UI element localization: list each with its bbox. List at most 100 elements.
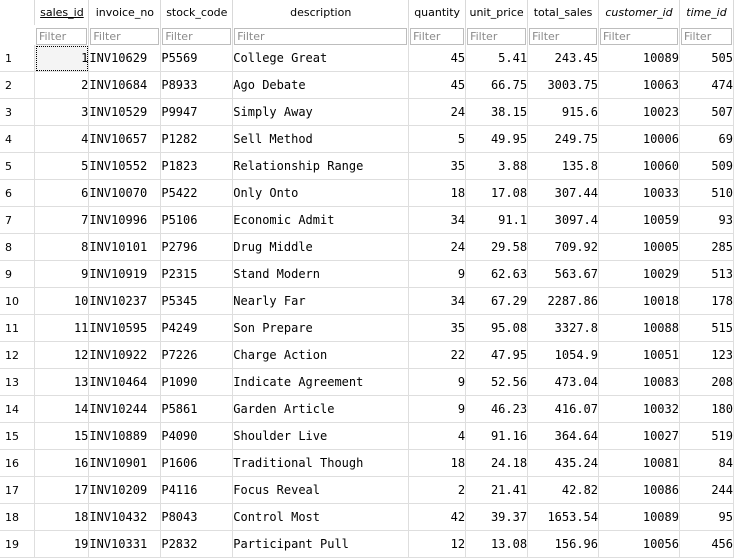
cell-customer-id[interactable]: 10023 bbox=[598, 98, 680, 126]
cell-stock-code[interactable]: P4090 bbox=[160, 422, 234, 450]
row-number[interactable]: 14 bbox=[0, 395, 36, 423]
cell-time-id[interactable]: 510 bbox=[679, 179, 734, 207]
cell-sales-id[interactable]: 14 bbox=[34, 395, 90, 423]
cell-time-id[interactable]: 208 bbox=[679, 368, 734, 396]
cell-quantity[interactable]: 35 bbox=[408, 314, 467, 342]
column-header-unit-price[interactable]: unit_price bbox=[465, 0, 529, 25]
cell-time-id[interactable]: 69 bbox=[679, 125, 734, 153]
cell-time-id[interactable]: 180 bbox=[679, 395, 734, 423]
cell-quantity[interactable]: 24 bbox=[408, 233, 467, 261]
cell-time-id[interactable]: 123 bbox=[679, 341, 734, 369]
cell-stock-code[interactable]: P4116 bbox=[160, 476, 234, 504]
column-header-sales-id[interactable]: sales_id bbox=[34, 0, 90, 25]
row-number[interactable]: 1 bbox=[0, 45, 36, 72]
cell-stock-code[interactable]: P1606 bbox=[160, 449, 234, 477]
cell-time-id[interactable]: 178 bbox=[679, 287, 734, 315]
cell-total-sales[interactable]: 135.8 bbox=[527, 152, 600, 180]
filter-input-quantity[interactable] bbox=[410, 28, 465, 45]
cell-total-sales[interactable]: 2287.86 bbox=[527, 287, 600, 315]
cell-invoice-no[interactable]: INV10595 bbox=[88, 314, 162, 342]
cell-customer-id[interactable]: 10005 bbox=[598, 233, 680, 261]
table-row[interactable]: 3 3 INV10529 P9947 Simply Away 24 38.15 915.6 10… bbox=[0, 98, 734, 126]
cell-sales-id[interactable]: 8 bbox=[34, 233, 90, 261]
cell-invoice-no[interactable]: INV10464 bbox=[88, 368, 162, 396]
cell-description[interactable]: Drug Middle bbox=[232, 233, 410, 261]
cell-time-id[interactable]: 244 bbox=[679, 476, 734, 504]
cell-invoice-no[interactable]: INV10889 bbox=[88, 422, 162, 450]
cell-sales-id[interactable]: 15 bbox=[34, 422, 90, 450]
cell-description[interactable]: Simply Away bbox=[232, 98, 410, 126]
filter-input-stock-code[interactable] bbox=[162, 28, 232, 45]
cell-sales-id[interactable]: 13 bbox=[34, 368, 90, 396]
cell-quantity[interactable]: 34 bbox=[408, 287, 467, 315]
cell-stock-code[interactable]: P5569 bbox=[160, 45, 234, 72]
cell-unit-price[interactable]: 91.1 bbox=[465, 206, 529, 234]
cell-description[interactable]: Ago Debate bbox=[232, 71, 410, 99]
cell-unit-price[interactable]: 17.08 bbox=[465, 179, 529, 207]
cell-customer-id[interactable]: 10081 bbox=[598, 449, 680, 477]
cell-time-id[interactable]: 519 bbox=[679, 422, 734, 450]
cell-total-sales[interactable]: 307.44 bbox=[527, 179, 600, 207]
cell-customer-id[interactable]: 10006 bbox=[598, 125, 680, 153]
cell-sales-id[interactable]: 17 bbox=[34, 476, 90, 504]
table-row[interactable]: 15 15 INV10889 P4090 Shoulder Live 4 91.16 364.… bbox=[0, 422, 734, 450]
cell-description[interactable]: Focus Reveal bbox=[232, 476, 410, 504]
cell-unit-price[interactable]: 29.58 bbox=[465, 233, 529, 261]
cell-total-sales[interactable]: 364.64 bbox=[527, 422, 600, 450]
table-row[interactable]: 10 10 INV10237 P5345 Nearly Far 34 67.29 2287.8… bbox=[0, 287, 734, 315]
cell-invoice-no[interactable]: INV10629 bbox=[88, 45, 162, 72]
cell-unit-price[interactable]: 47.95 bbox=[465, 341, 529, 369]
row-number[interactable]: 18 bbox=[0, 503, 36, 531]
table-row[interactable]: 14 14 INV10244 P5861 Garden Article 9 46.23 416… bbox=[0, 395, 734, 423]
cell-description[interactable]: Participant Pull bbox=[232, 530, 410, 558]
cell-stock-code[interactable]: P2315 bbox=[160, 260, 234, 288]
cell-customer-id[interactable]: 10086 bbox=[598, 476, 680, 504]
column-header-stock-code[interactable]: stock_code bbox=[160, 0, 234, 25]
cell-stock-code[interactable]: P2832 bbox=[160, 530, 234, 558]
table-row[interactable]: 16 16 INV10901 P1606 Traditional Though 18 24.… bbox=[0, 449, 734, 477]
cell-stock-code[interactable]: P4249 bbox=[160, 314, 234, 342]
cell-invoice-no[interactable]: INV10244 bbox=[88, 395, 162, 423]
cell-description[interactable]: Sell Method bbox=[232, 125, 410, 153]
cell-customer-id[interactable]: 10083 bbox=[598, 368, 680, 396]
table-row[interactable]: 8 8 INV10101 P2796 Drug Middle 24 29.58 709.92 1… bbox=[0, 233, 734, 261]
filter-input-unit-price[interactable] bbox=[467, 28, 527, 45]
cell-quantity[interactable]: 18 bbox=[408, 179, 467, 207]
cell-sales-id[interactable]: 6 bbox=[34, 179, 90, 207]
cell-customer-id[interactable]: 10056 bbox=[598, 530, 680, 558]
cell-description[interactable]: Relationship Range bbox=[232, 152, 410, 180]
cell-unit-price[interactable]: 67.29 bbox=[465, 287, 529, 315]
cell-total-sales[interactable]: 416.07 bbox=[527, 395, 600, 423]
table-row[interactable]: 2 2 INV10684 P8933 Ago Debate 45 66.75 3003.75 1… bbox=[0, 71, 734, 99]
cell-total-sales[interactable]: 1054.9 bbox=[527, 341, 600, 369]
row-number[interactable]: 11 bbox=[0, 314, 36, 342]
cell-total-sales[interactable]: 435.24 bbox=[527, 449, 600, 477]
cell-time-id[interactable]: 456 bbox=[679, 530, 734, 558]
filter-input-invoice-no[interactable] bbox=[90, 28, 160, 45]
filter-input-time-id[interactable] bbox=[680, 28, 732, 45]
row-number[interactable]: 2 bbox=[0, 71, 36, 99]
cell-invoice-no[interactable]: INV10657 bbox=[88, 125, 162, 153]
table-row[interactable]: 9 9 INV10919 P2315 Stand Modern 9 62.63 563.67 1… bbox=[0, 260, 734, 288]
filter-input-description[interactable] bbox=[234, 28, 408, 45]
row-number[interactable]: 8 bbox=[0, 233, 36, 261]
filter-input-total-sales[interactable] bbox=[529, 28, 598, 45]
cell-description[interactable]: Economic Admit bbox=[232, 206, 410, 234]
cell-total-sales[interactable]: 156.96 bbox=[527, 530, 600, 558]
cell-stock-code[interactable]: P5106 bbox=[160, 206, 234, 234]
row-number[interactable]: 17 bbox=[0, 476, 36, 504]
cell-sales-id[interactable]: 5 bbox=[34, 152, 90, 180]
cell-quantity[interactable]: 9 bbox=[408, 395, 467, 423]
cell-stock-code[interactable]: P1823 bbox=[160, 152, 234, 180]
cell-unit-price[interactable]: 66.75 bbox=[465, 71, 529, 99]
cell-invoice-no[interactable]: INV10331 bbox=[88, 530, 162, 558]
cell-unit-price[interactable]: 95.08 bbox=[465, 314, 529, 342]
cell-description[interactable]: Charge Action bbox=[232, 341, 410, 369]
cell-unit-price[interactable]: 91.16 bbox=[465, 422, 529, 450]
column-header-customer-id[interactable]: customer_id bbox=[598, 0, 680, 25]
cell-stock-code[interactable]: P5345 bbox=[160, 287, 234, 315]
cell-unit-price[interactable]: 38.15 bbox=[465, 98, 529, 126]
cell-customer-id[interactable]: 10060 bbox=[598, 152, 680, 180]
column-header-total-sales[interactable]: total_sales bbox=[527, 0, 600, 25]
row-number[interactable]: 16 bbox=[0, 449, 36, 477]
